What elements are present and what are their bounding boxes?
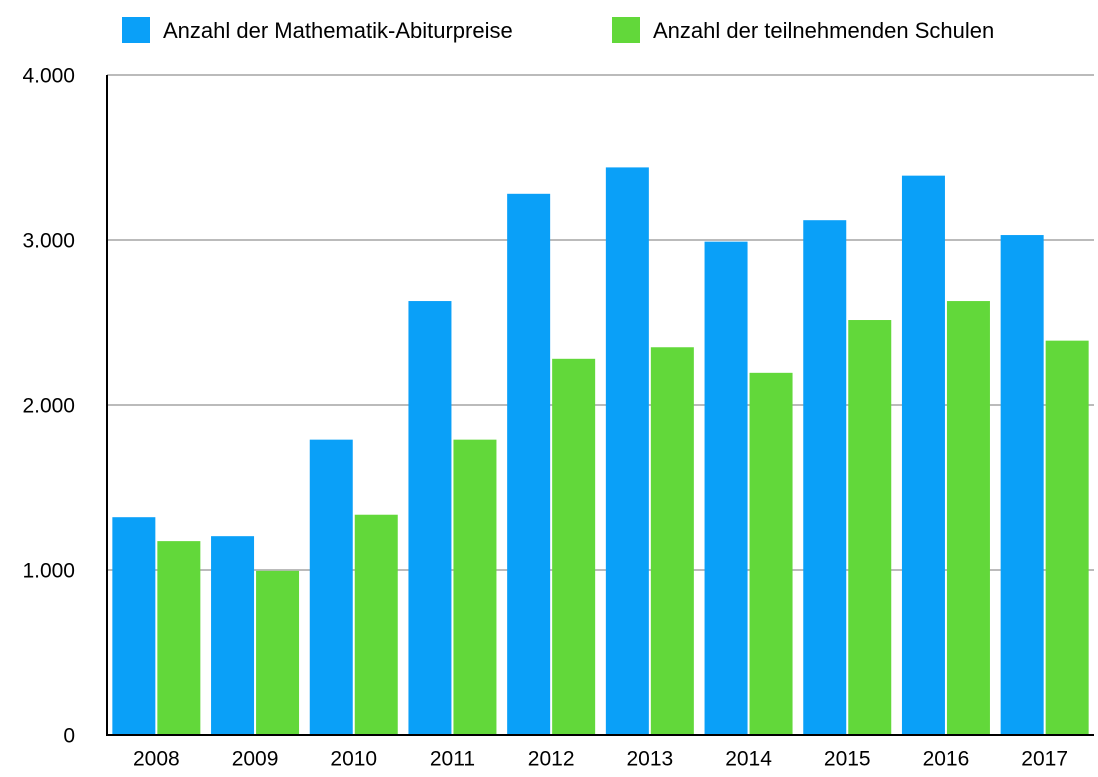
bar <box>704 241 748 735</box>
bar <box>354 514 398 735</box>
bar <box>507 193 551 736</box>
bar <box>848 320 892 735</box>
x-tick-label: 2017 <box>1021 748 1068 771</box>
bar <box>749 372 793 735</box>
y-tick-label: 0 <box>63 725 75 748</box>
legend-label: Anzahl der Mathematik-Abiturpreise <box>163 18 513 43</box>
y-tick-label: 2.000 <box>22 395 75 418</box>
x-tick-label: 2009 <box>232 748 279 771</box>
bar <box>157 541 201 735</box>
bar <box>650 347 694 735</box>
bar <box>901 175 945 735</box>
x-tick-label: 2015 <box>824 748 871 771</box>
x-tick-label: 2012 <box>528 748 575 771</box>
x-tick-label: 2013 <box>626 748 673 771</box>
bar <box>211 536 255 735</box>
x-tick-label: 2010 <box>330 748 377 771</box>
bar <box>1045 340 1089 735</box>
bar <box>256 570 300 735</box>
legend-swatch <box>612 17 640 43</box>
bar <box>803 220 847 735</box>
y-tick-label: 4.000 <box>22 65 75 88</box>
x-tick-label: 2016 <box>923 748 970 771</box>
legend-label: Anzahl der teilnehmenden Schulen <box>653 18 994 43</box>
y-tick-label: 1.000 <box>22 560 75 583</box>
legend-swatch <box>122 17 150 43</box>
x-tick-label: 2014 <box>725 748 772 771</box>
bar <box>605 167 649 735</box>
bar <box>408 301 452 735</box>
bar <box>1000 235 1044 736</box>
x-tick-label: 2008 <box>133 748 180 771</box>
bar <box>946 301 990 735</box>
bar <box>112 517 156 735</box>
y-tick-label: 3.000 <box>22 230 75 253</box>
bar <box>552 358 596 735</box>
bar <box>309 439 353 735</box>
x-tick-label: 2011 <box>430 748 475 771</box>
bar <box>453 439 497 735</box>
